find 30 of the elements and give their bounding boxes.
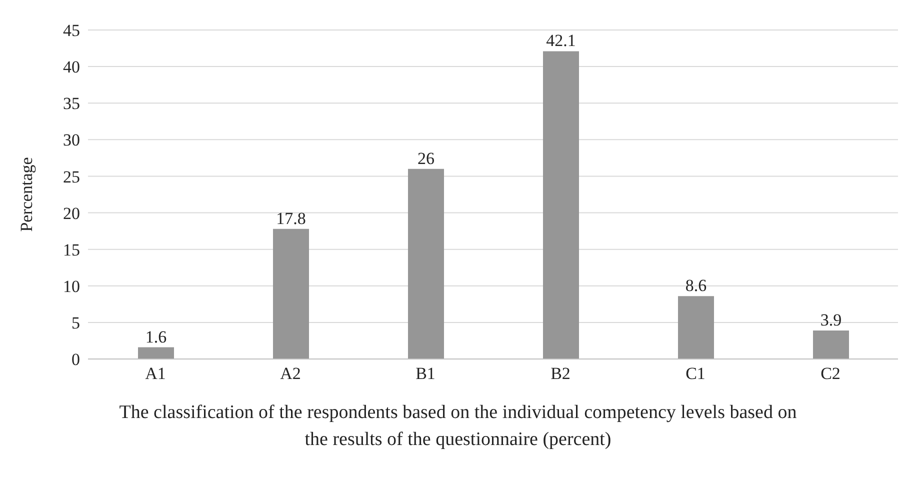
data-label: 42.1 [546,31,576,50]
x-tick-label: B2 [550,364,570,384]
y-tick-label: 20 [63,204,80,223]
y-tick-label: 40 [63,58,80,77]
y-tick-label: 35 [63,94,80,114]
x-axis-title: The classification of the respondents based on the individual competency levels based on the results of the questionnaire (percent) [118,401,798,452]
data-label: 3.9 [820,310,842,330]
data-label: 17.8 [276,208,306,228]
bar [678,296,714,359]
y-tick-label: 25 [63,167,80,186]
data-label: 1.6 [145,327,167,346]
x-tick-label: C1 [686,364,706,384]
y-tick-label: 10 [63,276,80,296]
y-tick-label: 45 [63,21,80,40]
x-tick-label: C2 [820,364,840,384]
data-label: 26 [418,148,434,168]
y-tick-label: 30 [63,130,80,150]
bar [543,51,579,359]
x-tick-label: B1 [416,364,436,384]
bar [408,168,444,359]
data-label: 8.6 [685,276,707,296]
y-axis-title: Percentage [17,157,36,232]
bar [273,228,309,359]
y-tick-label: 0 [72,350,80,370]
y-tick-label: 5 [72,313,80,332]
x-tick-label: A1 [145,364,166,384]
x-tick-label: A2 [280,364,301,384]
bar [138,347,174,359]
bar [813,330,849,359]
y-tick-label: 15 [63,240,80,260]
